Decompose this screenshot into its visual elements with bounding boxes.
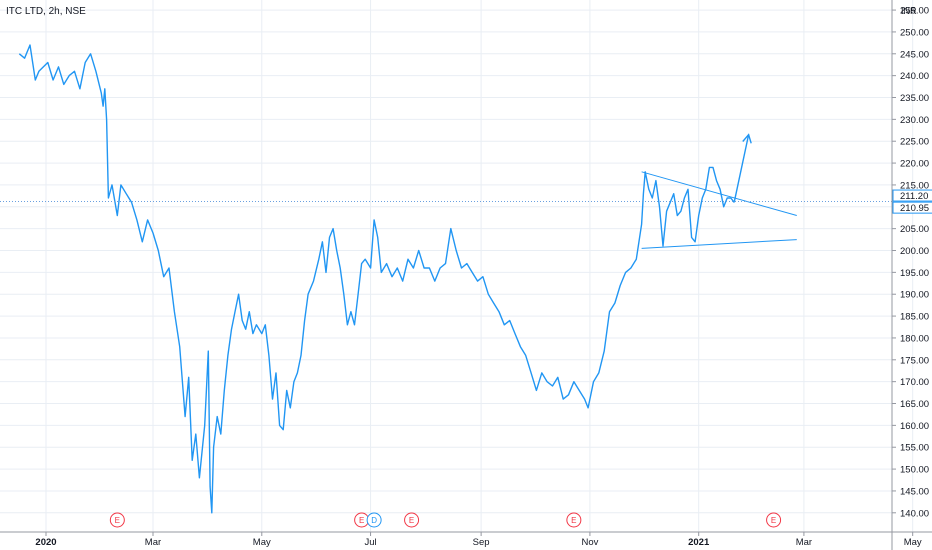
price-tick-label: 150.00 (900, 465, 929, 476)
price-tag-label: 211.20 (900, 191, 928, 202)
price-tag-label: 210.95 (900, 203, 929, 214)
chart-grid (0, 0, 914, 532)
price-tick-label: 160.00 (900, 421, 929, 432)
price-tick-label: 180.00 (900, 333, 929, 344)
price-tick-label: 225.00 (900, 137, 929, 148)
time-tick-label: 2021 (688, 537, 710, 548)
dividend-event-label: D (371, 516, 377, 525)
dividend-event-marker[interactable] (366, 512, 382, 528)
earnings-event-marker[interactable] (766, 512, 782, 528)
price-tick-label: 245.00 (900, 49, 929, 60)
time-tick-label: Mar (145, 537, 161, 548)
price-tick-label: 200.00 (900, 246, 929, 257)
earnings-event-marker[interactable] (109, 512, 125, 528)
time-tick-label: Sep (473, 537, 490, 548)
time-tick-label: May (904, 537, 922, 548)
price-tick-label: 240.00 (900, 71, 929, 82)
price-tick-label: 190.00 (900, 290, 929, 301)
forecast-arrow-line (733, 134, 750, 202)
time-axis[interactable]: 2020 Mar May Jul Sep Nov 2021 Mar May (35, 532, 922, 548)
price-tick-label: 230.00 (900, 115, 929, 126)
symbol-title: ITC LTD, 2h, NSE (6, 6, 86, 17)
earnings-event-label: E (571, 516, 576, 525)
price-tick-label: 250.00 (900, 27, 929, 38)
price-tick-label: 145.00 (900, 486, 929, 497)
time-tick-label: Nov (581, 537, 598, 548)
price-tick-label: 165.00 (900, 399, 929, 410)
price-tick-label: 235.00 (900, 93, 929, 104)
time-tick-label: Mar (796, 537, 812, 548)
trendline (641, 239, 797, 249)
price-tag-box (892, 201, 932, 214)
chart-annotations (641, 133, 797, 249)
price-tick-label: 205.00 (900, 224, 929, 235)
forecast-arrow-head (742, 133, 752, 144)
price-tick-label: 215.00 (900, 180, 929, 191)
price-line (18, 44, 735, 514)
earnings-event-label: E (115, 516, 120, 525)
price-tick-label: 185.00 (900, 312, 929, 323)
earnings-event-label: E (771, 516, 776, 525)
time-tick-label: 2020 (35, 537, 56, 548)
earnings-event-marker[interactable] (566, 512, 582, 528)
price-tick-label: 255.00 (900, 6, 929, 17)
price-tick-label: 195.00 (900, 268, 929, 279)
earnings-event-label: E (359, 516, 364, 525)
price-series (18, 44, 735, 514)
trendline (641, 171, 797, 217)
price-tick-label: 155.00 (900, 443, 929, 454)
earnings-event-label: E (409, 516, 414, 525)
price-tick-label: 140.00 (900, 508, 929, 519)
price-tick-label: 170.00 (900, 377, 929, 388)
price-axis[interactable]: 140.00 145.00 150.00 155.00 160.00 165.00 170.… (892, 6, 929, 520)
price-tick-label: 220.00 (900, 159, 929, 170)
time-tick-label: Jul (364, 537, 376, 548)
time-tick-label: May (253, 537, 271, 548)
price-tag-box (892, 189, 932, 202)
earnings-event-marker[interactable] (404, 512, 420, 528)
price-tick-label: 175.00 (900, 355, 929, 366)
currency-label: INR (901, 6, 917, 16)
